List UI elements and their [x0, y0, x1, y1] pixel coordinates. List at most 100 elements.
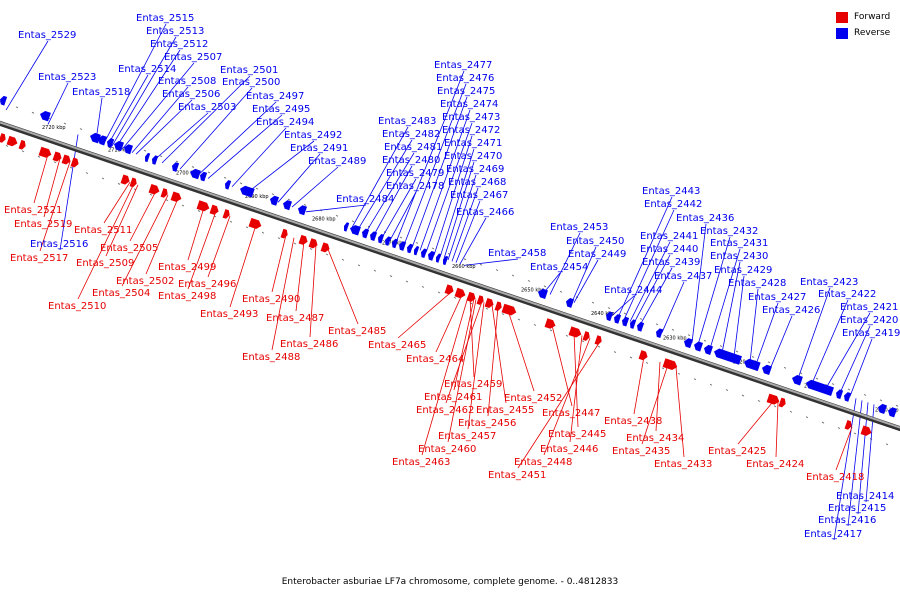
gene-arrow-shape	[298, 205, 308, 216]
gene-arrow-shape	[145, 152, 151, 163]
forward-leader-line	[543, 337, 591, 456]
gene-arrow-shape	[622, 316, 630, 327]
position-dash	[357, 264, 361, 267]
gene-arrow-layer	[0, 95, 898, 436]
gene-arrow-shape	[466, 291, 476, 302]
forward-leader-line	[309, 245, 317, 338]
forward-gene-label: Entas_2461	[424, 392, 482, 403]
forward-label: Forward	[854, 12, 891, 22]
reverse-gene-arrow	[240, 185, 255, 198]
reverse-gene-arrow	[270, 195, 280, 206]
position-dash	[735, 350, 739, 353]
reverse-gene-label: Entas_2473	[442, 112, 500, 123]
forward-gene-label: Entas_2433	[654, 459, 712, 470]
position-dash	[101, 177, 105, 180]
reverse-gene-arrow	[407, 243, 414, 254]
kbp-tick-label: 2660 kbp	[452, 264, 476, 270]
reverse-leader-line	[839, 325, 871, 394]
position-dash	[117, 182, 121, 185]
gene-arrow-shape	[52, 151, 62, 162]
gene-arrow-shape	[407, 243, 414, 254]
position-dash	[837, 427, 841, 429]
reverse-gene-label: Entas_2430	[710, 251, 768, 262]
reverse-gene-label: Entas_2468	[448, 177, 506, 188]
reverse-gene-arrow	[370, 231, 378, 242]
forward-gene-arrow	[476, 295, 484, 305]
reverse-gene-label: Entas_2419	[842, 328, 900, 339]
position-dash	[287, 198, 291, 201]
kbp-tick-label: 2690 kbp	[245, 194, 269, 200]
reverse-leader-line	[847, 400, 863, 527]
position-dash	[37, 155, 41, 158]
reverse-leader-line	[381, 178, 417, 238]
position-dash	[181, 204, 185, 207]
gene-arrow-shape	[656, 328, 664, 339]
reverse-leader-line	[455, 200, 481, 263]
reverse-leader-line	[459, 217, 487, 265]
gene-arrow-shape	[443, 255, 449, 266]
forward-leader-line	[187, 211, 217, 290]
forward-leader-line	[103, 181, 131, 224]
position-dash	[197, 210, 201, 212]
gene-arrow-shape	[124, 144, 134, 155]
kbp-tick-label: 2680 kbp	[312, 217, 336, 223]
reverse-gene-arrow	[0, 95, 8, 106]
position-dash	[335, 214, 339, 217]
forward-gene-arrow	[52, 151, 62, 162]
position-dash	[655, 323, 659, 326]
reverse-gene-arrow	[656, 328, 664, 339]
gene-label-layer: Entas_2529 Entas_2523 Entas_2518 Entas_2515…	[4, 13, 900, 540]
reverse-gene-arrow	[200, 171, 208, 182]
position-dash	[271, 193, 275, 196]
gene-arrow-shape	[392, 238, 399, 249]
reverse-leader-line	[749, 288, 759, 363]
forward-leader-line	[121, 194, 169, 287]
reverse-leader-line	[709, 248, 741, 349]
forward-gene-label: Entas_2499	[158, 262, 216, 273]
reverse-leader-line	[305, 204, 367, 213]
reverse-gene-label: Entas_2480	[382, 155, 440, 166]
kbp-tick-label: 2720 kbp	[42, 125, 66, 131]
reverse-leader-line	[247, 140, 315, 193]
genome-caption: Enterobacter asburiae LF7a chromosome, c…	[281, 577, 619, 587]
forward-gene-label: Entas_2424	[746, 459, 804, 470]
gene-arrow-shape	[582, 331, 590, 341]
reverse-leader-line	[365, 152, 415, 233]
position-dash	[341, 258, 345, 261]
reverse-gene-arrow	[344, 222, 350, 232]
position-dash	[485, 307, 489, 310]
reverse-leader-line	[629, 241, 671, 322]
reverse-gene-arrow	[637, 321, 645, 332]
reverse-leader-line	[797, 287, 831, 379]
gene-arrow-shape	[0, 133, 6, 143]
reverse-gene-label: Entas_2414	[836, 491, 894, 502]
position-dash	[639, 317, 643, 320]
forward-gene-label: Entas_2517	[10, 253, 68, 264]
forward-leader-line	[33, 154, 49, 204]
reverse-gene-label: Entas_2481	[384, 142, 442, 153]
forward-gene-arrow	[494, 301, 502, 312]
position-dash	[421, 286, 425, 288]
forward-gene-arrow	[222, 209, 230, 219]
gene-arrow-shape	[638, 350, 648, 361]
forward-gene-arrow	[778, 397, 786, 408]
reverse-leader-line	[755, 302, 779, 365]
forward-gene-arrow	[454, 287, 466, 299]
gene-arrow-shape	[280, 228, 288, 239]
gene-arrow-shape	[200, 171, 208, 182]
reverse-leader-line	[549, 232, 581, 295]
position-dash	[5, 144, 9, 147]
gene-arrow-shape	[694, 341, 704, 352]
reverse-gene-arrow	[107, 138, 115, 148]
gene-arrow-shape	[107, 138, 115, 148]
gene-arrow-shape	[762, 364, 772, 375]
reverse-gene-label: Entas_2475	[437, 86, 495, 97]
position-dash	[501, 313, 505, 316]
reverse-leader-line	[389, 191, 417, 241]
forward-gene-label: Entas_2465	[368, 340, 426, 351]
reverse-gene-arrow	[362, 228, 370, 239]
gene-arrow-shape	[399, 241, 407, 251]
forward-gene-label: Entas_2493	[200, 309, 258, 320]
reverse-leader-line	[633, 254, 671, 324]
position-dash	[767, 361, 771, 364]
